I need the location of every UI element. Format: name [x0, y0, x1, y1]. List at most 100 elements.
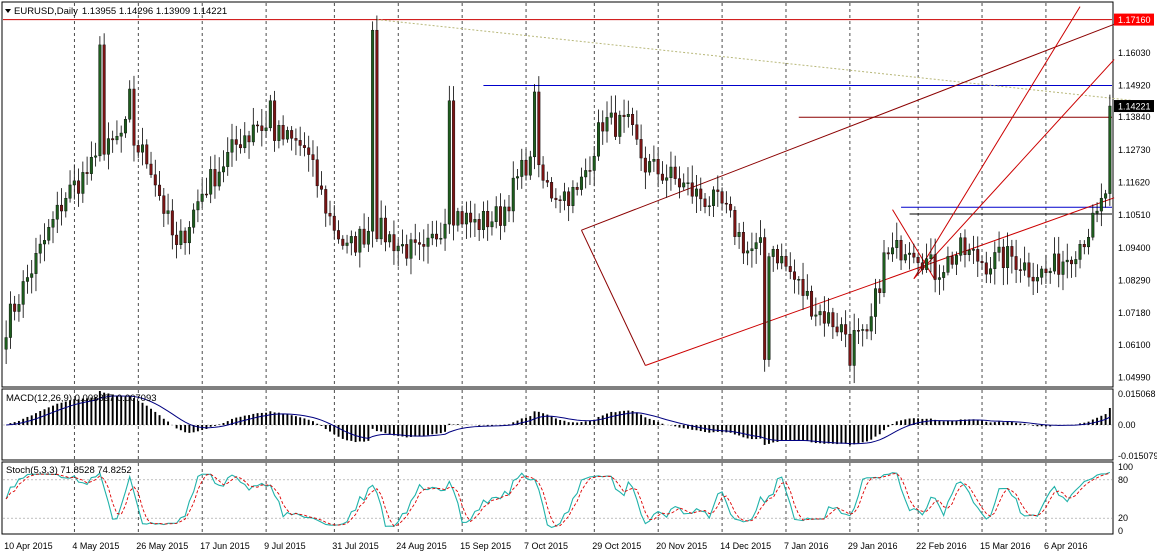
symbol-title[interactable]: EURUSD,Daily 1.13955 1.14296 1.13909 1.14…: [5, 6, 227, 17]
candle-body: [290, 130, 294, 139]
candle-body: [507, 206, 511, 212]
candle-body: [136, 145, 140, 153]
candle-body: [337, 230, 341, 240]
candle-body: [1091, 212, 1095, 238]
candle-body: [132, 88, 136, 146]
candle-body: [690, 182, 694, 197]
candle-body: [477, 219, 481, 230]
candle-body: [486, 211, 490, 228]
candle-body: [396, 245, 400, 252]
candle-body: [827, 312, 831, 324]
candle-body: [443, 223, 447, 239]
candle-body: [349, 236, 353, 244]
candle-body: [528, 156, 532, 176]
x-axis-label: 24 Aug 2015: [396, 541, 447, 551]
candle-body: [226, 152, 230, 167]
candle-body: [1057, 253, 1061, 275]
candle-body: [946, 256, 950, 273]
candle-body: [102, 44, 106, 155]
candle-body: [128, 88, 132, 120]
candle-body: [729, 203, 733, 211]
candle-body: [256, 124, 260, 127]
candle-body: [754, 242, 758, 249]
candle-body: [298, 140, 302, 146]
candle-body: [81, 172, 85, 194]
candle-body: [733, 210, 737, 237]
candle-body: [878, 288, 882, 293]
candle-body: [822, 311, 826, 324]
channel-left-edge: [580, 229, 646, 366]
candle-body: [882, 252, 886, 293]
x-axis-label: 15 Sep 2015: [460, 541, 511, 551]
candle-body: [639, 139, 643, 159]
candle-body: [187, 227, 191, 244]
candle-body: [141, 144, 144, 153]
candle-body: [801, 279, 805, 296]
candle-body: [558, 199, 562, 201]
candle-body: [984, 262, 988, 275]
x-axis-label: 22 Feb 2016: [916, 541, 967, 551]
candle-body: [588, 170, 592, 172]
candle-body: [524, 159, 528, 176]
candle-body: [294, 138, 298, 141]
candle-body: [43, 240, 46, 245]
candle-body: [677, 178, 681, 188]
candle-body: [635, 124, 639, 140]
candle-body: [831, 312, 835, 328]
stoch-main-line: [5, 471, 1111, 529]
candle-body: [869, 316, 873, 332]
candle-body: [980, 261, 984, 263]
candle-body: [1070, 259, 1073, 265]
candle-body: [354, 236, 358, 253]
candle-body: [170, 210, 174, 236]
dropdown-triangle-icon[interactable]: [5, 9, 11, 13]
candle-body: [418, 242, 421, 245]
candle-body: [285, 130, 289, 140]
candle-body: [865, 329, 869, 332]
symbol-name: EURUSD,Daily: [14, 6, 78, 17]
candle-body: [810, 290, 814, 317]
candle-body: [328, 213, 332, 217]
ohlc-values: 1.13955 1.14296 1.13909 1.14221: [82, 6, 227, 17]
stoch-signal-line: [5, 472, 1110, 527]
x-axis-label: 29 Jan 2016: [848, 541, 898, 551]
candle-body: [175, 234, 179, 245]
price-axis-label: 1.13840: [1118, 112, 1151, 122]
candle-body: [516, 176, 519, 179]
stoch-layer: [3, 471, 1112, 529]
candle-body: [609, 112, 613, 118]
candle-body: [673, 166, 677, 179]
candle-body: [724, 202, 728, 205]
channel-upper-line: [581, 23, 1115, 231]
candle-body: [64, 198, 68, 212]
candle-body: [273, 100, 277, 141]
candle-body: [89, 157, 93, 174]
candle-body: [464, 212, 468, 225]
candle-body: [490, 221, 494, 228]
candle-body: [763, 237, 767, 360]
candle-body: [456, 211, 460, 226]
candle-body: [920, 262, 924, 270]
candle-body: [469, 212, 473, 223]
candle-body: [264, 127, 268, 131]
candle-body: [430, 233, 434, 239]
current-price-label: 1.14221: [1118, 102, 1151, 112]
candle-body: [652, 159, 656, 162]
candle-body: [1035, 277, 1039, 282]
candle-body: [533, 91, 537, 158]
x-axis-label: 14 Dec 2015: [720, 541, 771, 551]
candle-body: [1065, 259, 1069, 263]
candle-body: [993, 252, 997, 269]
candle-body: [605, 117, 609, 132]
candle-body: [21, 281, 25, 305]
candle-body: [179, 230, 183, 245]
steep-channel-upper: [913, 6, 1081, 279]
candle-body: [302, 145, 306, 148]
candle-body: [145, 144, 149, 165]
candle-body: [511, 177, 515, 212]
candle-body: [839, 324, 843, 333]
candle-body: [13, 303, 17, 312]
candle-body: [575, 187, 579, 190]
candle-body: [183, 230, 187, 244]
